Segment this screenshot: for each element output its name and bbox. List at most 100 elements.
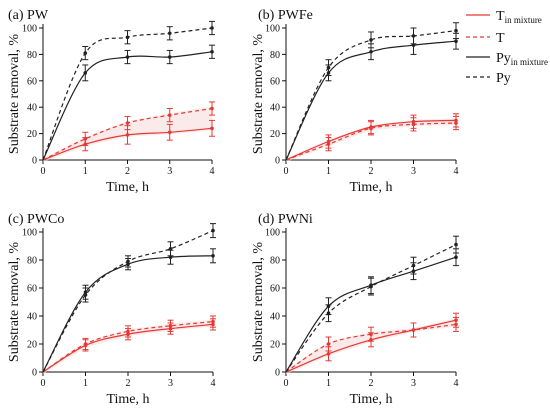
y-tick-label: 40 [270,312,280,323]
series-py [285,235,459,373]
data-point [83,137,88,141]
data-point [211,254,215,258]
y-tick-label: 0 [32,368,37,379]
data-point [83,293,88,297]
data-point [411,263,416,268]
data-point [210,126,214,131]
x-tick-label: 0 [41,166,46,177]
series-py [42,20,215,161]
x-tick-label: 0 [284,378,289,389]
data-point [411,34,416,38]
data-point [210,26,214,30]
x-tick-label: 2 [369,166,374,177]
y-tick-label: 60 [27,284,37,295]
y-tick-label: 0 [275,156,280,167]
series-t-in-mixture [285,113,459,161]
y-tick-label: 20 [270,129,280,140]
legend-label: Tin mixture [496,9,542,25]
data-point [211,319,215,324]
series-line [42,321,214,373]
series-line [285,122,457,161]
x-tick-label: 3 [168,378,173,389]
y-axis-label: Substrate removal, % [251,242,266,362]
x-tick-label: 3 [411,166,416,177]
data-point [369,126,373,131]
data-point [168,247,173,251]
series-t [42,101,215,161]
data-point [210,49,214,54]
legend-label-main: Py [496,71,511,86]
data-point [411,328,416,332]
y-tick-label: 80 [27,50,37,61]
series-py-in-mixture [285,32,459,161]
data-point [454,28,458,33]
data-point [211,228,215,233]
x-tick-label: 3 [167,166,172,177]
data-point [126,259,130,264]
data-point [454,39,458,43]
chart-panel-2: (b) PWFe 0 20 40 60 80 100 0 1 2 3 4 Time, h Substrat… [251,8,459,195]
data-point [454,121,458,125]
data-point [83,51,88,55]
data-point [326,342,331,346]
y-tick-label: 20 [27,129,37,140]
data-point [83,342,88,346]
y-tick-label: 0 [275,368,280,379]
series-t-in-mixture [285,312,459,373]
series-line [42,230,214,373]
y-tick-label: 60 [270,76,280,87]
x-axis-label: Time, h [106,180,149,195]
x-tick-label: 4 [210,166,215,177]
series-line [285,244,457,373]
x-tick-label: 3 [411,378,416,389]
y-tick-label: 40 [270,103,280,114]
x-tick-label: 1 [326,166,331,177]
panel-title: (b) PWFe [258,8,313,23]
y-tick-label: 40 [27,312,37,323]
legend-label: T [496,31,505,46]
chart-panel-1: (a) PW 0 20 40 60 80 100 0 1 2 3 4 Time, h Substrate … [7,8,215,195]
series-t [42,315,216,373]
y-tick-label: 60 [270,284,280,295]
x-tick-label: 2 [125,166,130,177]
data-point [454,255,458,259]
data-point [454,322,458,327]
legend-label-subscript: in mixture [505,15,542,25]
legend-label-main: Py [496,51,511,66]
y-tick-label: 80 [270,50,280,61]
y-tick-label: 40 [27,103,37,114]
y-axis-label: Substrate removal, % [7,242,22,362]
y-tick-label: 100 [265,24,280,35]
series-line [285,30,457,161]
series-py-in-mixture [42,44,215,161]
data-point [125,121,130,125]
series-py [42,223,216,373]
x-tick-label: 4 [454,378,459,389]
x-tick-label: 4 [211,378,216,389]
x-tick-label: 1 [83,166,88,177]
data-point [369,38,373,42]
data-point [210,106,214,111]
y-tick-label: 60 [27,76,37,87]
x-tick-label: 4 [454,166,459,177]
data-point [326,311,331,316]
data-point [326,142,331,146]
data-point [454,242,458,247]
series-t-in-mixture [42,318,216,373]
data-point [411,122,416,127]
x-tick-label: 0 [284,166,289,177]
data-point [167,130,172,135]
panel-title: (d) PWNi [258,212,313,227]
x-tick-label: 2 [126,378,131,389]
y-axis-label: Substrate removal, % [7,34,22,154]
data-point [369,284,373,289]
data-point [167,31,172,36]
y-tick-label: 20 [270,340,280,351]
data-point [83,71,88,75]
data-point [369,332,373,337]
legend: Tin mixture T Py in mixture Py [466,9,548,86]
y-tick-label: 80 [270,256,280,267]
data-point [168,324,173,328]
y-tick-label: 100 [22,24,37,35]
